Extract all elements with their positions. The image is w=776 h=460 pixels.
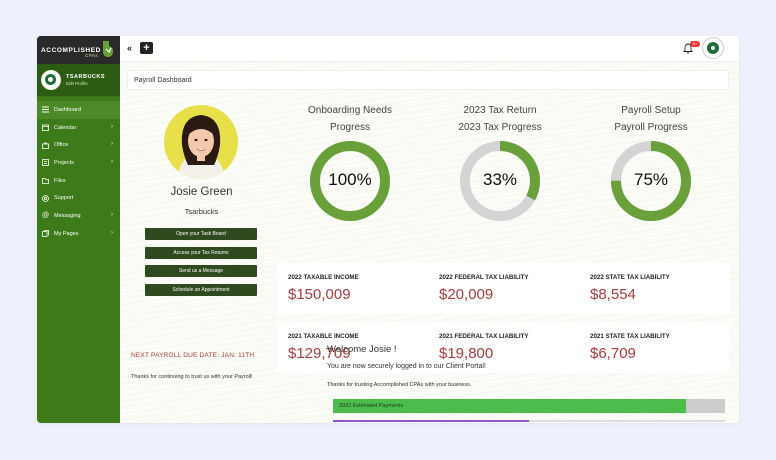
page-title: Payroll Dashboard: [134, 77, 192, 84]
gauge-title: Onboarding Needs: [308, 105, 392, 116]
gauge-subtitle: 2023 Tax Progress: [458, 122, 542, 133]
payroll-due-date: NEXT PAYROLL DUE DATE: JAN. 11TH: [131, 352, 255, 359]
sidebar-item-my-pages[interactable]: My Pages ›: [37, 225, 120, 243]
progress-fill: [333, 420, 529, 422]
sidebar: ACCOMPLISHED CPAs TSARBUCKS Edit Profile…: [37, 36, 120, 423]
gauge-subtitle: Payroll Progress: [614, 122, 688, 133]
sidebar-nav: Dashboard Calendar › Office › Projects ›…: [37, 101, 120, 243]
profile-username: TSARBUCKS: [66, 74, 106, 80]
sidebar-item-files[interactable]: Files: [37, 172, 120, 190]
welcome-message: You are now securely logged in to our Cl…: [327, 363, 486, 370]
support-icon: [42, 194, 49, 202]
metric-value: $129,709: [288, 345, 351, 362]
sidebar-item-messaging[interactable]: @ Messaging ›: [37, 207, 120, 225]
menu-icon: [42, 106, 49, 113]
gauge-arc: [611, 141, 691, 221]
sidebar-item-label: Calendar: [54, 124, 77, 131]
secondary-progress: [333, 420, 725, 422]
collapse-sidebar-button[interactable]: «: [127, 43, 133, 53]
metric-label: 2022 TAXABLE INCOME: [288, 274, 359, 281]
app-window: ACCOMPLISHED CPAs TSARBUCKS Edit Profile…: [37, 36, 739, 423]
chevron-right-icon: ›: [111, 123, 113, 130]
calendar-icon: [42, 124, 49, 131]
progress-fill: [333, 399, 686, 413]
chevron-right-icon: ›: [111, 229, 113, 236]
chevron-right-icon: ›: [111, 141, 113, 148]
welcome-subtext: Thanks for trusting Accomplished CPAs wi…: [327, 382, 472, 388]
metric-value: $150,009: [288, 286, 351, 303]
sidebar-item-label: Dashboard: [54, 106, 81, 113]
client-company: Tsarbucks: [184, 207, 219, 216]
sidebar-item-calendar[interactable]: Calendar ›: [37, 119, 120, 137]
gauge-value: 100%: [328, 170, 372, 189]
metrics-2021-card: 2021 TAXABLE INCOME $129,709 2021 FEDERA…: [277, 322, 729, 373]
onboarding-progress-gauge: [310, 141, 390, 221]
metric-value: $8,554: [590, 286, 636, 303]
metric-label: 2021 FEDERAL TAX LIABILITY: [439, 333, 529, 340]
estimated-payments-progress: 2022 Estimated Payments: [333, 399, 725, 413]
metric-label: 2022 STATE TAX LIABILITY: [590, 274, 670, 281]
sidebar-item-label: Files: [54, 177, 66, 184]
tax-returns-button[interactable]: Access your Tax Returns: [145, 247, 257, 259]
metric-label: 2021 STATE TAX LIABILITY: [590, 333, 670, 340]
bell-icon[interactable]: [683, 43, 693, 54]
sidebar-profile[interactable]: TSARBUCKS Edit Profile: [37, 64, 120, 96]
metric-value: $20,009: [439, 286, 494, 303]
brand-sub: CPAs: [85, 53, 99, 58]
send-message-button[interactable]: Send us a Message: [145, 265, 257, 277]
gauge-subtitle: Progress: [329, 122, 370, 133]
metric-value: $19,800: [439, 345, 494, 362]
sidebar-item-label: Messaging: [54, 212, 81, 219]
progress-label: 2022 Estimated Payments: [339, 403, 404, 409]
brand-name: ACCOMPLISHED: [41, 46, 101, 54]
at-icon: @: [41, 212, 50, 220]
page-title-bar: Payroll Dashboard: [127, 70, 729, 90]
gauge-value: 75%: [633, 170, 669, 189]
gauge-arc: [460, 141, 540, 221]
main-content: Payroll Dashboard Josie Green Tsarbucks …: [120, 62, 739, 423]
client-photo: [164, 105, 238, 179]
notification-badge: 9+: [690, 41, 700, 47]
edit-profile-link[interactable]: Edit Profile: [66, 81, 88, 86]
top-bar: « + 9+: [120, 36, 739, 62]
gauge-title: 2023 Tax Return: [463, 105, 537, 116]
gauge-value: 33%: [482, 170, 518, 189]
client-name: Josie Green: [170, 186, 233, 198]
schedule-appointment-button[interactable]: Schedule an Appointment: [145, 284, 257, 296]
task-board-button[interactable]: Open your Task Board: [145, 228, 257, 240]
add-button[interactable]: +: [140, 42, 153, 54]
sidebar-item-label: My Pages: [54, 230, 79, 237]
folder-icon: [42, 177, 49, 184]
sidebar-item-label: Support: [54, 195, 74, 202]
sidebar-item-support[interactable]: Support: [37, 189, 120, 207]
briefcase-icon: [42, 142, 49, 149]
user-avatar[interactable]: [702, 37, 724, 59]
projects-icon: [42, 159, 49, 167]
metric-label: 2022 FEDERAL TAX LIABILITY: [439, 274, 529, 281]
sidebar-item-label: Projects: [54, 159, 74, 166]
payroll-setup-progress-gauge: [611, 141, 691, 221]
welcome-title: Welcome Josie !: [327, 344, 397, 355]
sidebar-item-office[interactable]: Office ›: [37, 136, 120, 154]
sidebar-item-label: Office: [54, 142, 69, 149]
chevron-right-icon: ›: [111, 159, 113, 166]
avatar: [41, 70, 61, 90]
tax-return-progress-gauge: [460, 141, 540, 221]
metrics-2022-card: 2022 TAXABLE INCOME $150,009 2022 FEDERA…: [277, 263, 729, 314]
metric-value: $6,709: [590, 345, 636, 362]
metric-label: 2021 TAXABLE INCOME: [288, 333, 359, 340]
chevron-right-icon: ›: [111, 212, 113, 219]
brand-mark-icon: [103, 41, 113, 57]
brand-logo[interactable]: ACCOMPLISHED CPAs: [37, 36, 120, 64]
sidebar-item-projects[interactable]: Projects ›: [37, 154, 120, 172]
gauge-title: Payroll Setup: [621, 105, 681, 116]
payroll-thanks-text: Thanks for continuing to trust us with y…: [131, 374, 253, 380]
pages-icon: [42, 230, 49, 238]
sidebar-item-dashboard[interactable]: Dashboard: [37, 101, 120, 119]
gauge-arc: [310, 141, 390, 221]
